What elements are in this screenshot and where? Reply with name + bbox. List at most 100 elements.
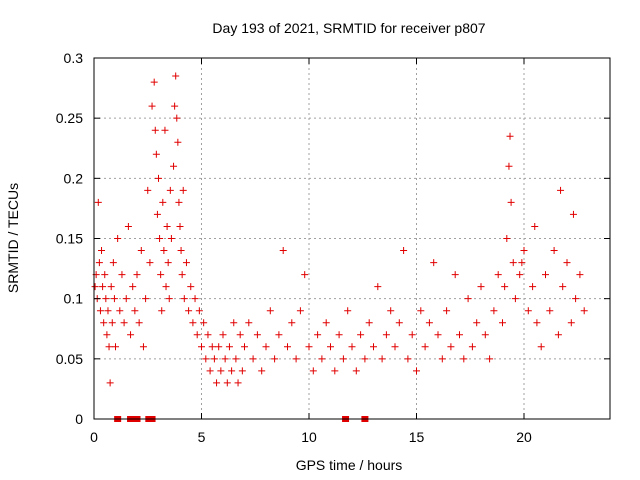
data-point bbox=[305, 343, 313, 351]
y-tick-label: 0 bbox=[75, 411, 83, 427]
data-point bbox=[91, 283, 99, 291]
data-point bbox=[468, 343, 476, 351]
data-point bbox=[165, 295, 173, 303]
data-point bbox=[171, 102, 179, 110]
data-point bbox=[509, 259, 517, 267]
data-point bbox=[335, 331, 343, 339]
x-tick-label: 20 bbox=[516, 429, 532, 445]
data-point bbox=[352, 367, 360, 375]
data-point bbox=[155, 174, 162, 182]
data-point bbox=[464, 295, 472, 303]
data-point bbox=[580, 307, 588, 315]
data-point bbox=[189, 319, 197, 327]
y-tick-label: 0.05 bbox=[56, 351, 83, 367]
data-point bbox=[177, 247, 185, 255]
data-points bbox=[91, 72, 588, 387]
data-point bbox=[473, 319, 481, 327]
data-point bbox=[451, 271, 459, 279]
data-point bbox=[137, 247, 145, 255]
data-point bbox=[182, 259, 190, 267]
data-point bbox=[460, 355, 468, 363]
data-point bbox=[318, 355, 326, 363]
data-point bbox=[173, 114, 181, 122]
data-point bbox=[116, 307, 124, 315]
data-point bbox=[391, 343, 399, 351]
x-tick-label: 5 bbox=[198, 429, 206, 445]
data-point bbox=[370, 343, 377, 351]
data-point bbox=[238, 367, 246, 375]
data-point bbox=[133, 271, 141, 279]
data-point bbox=[357, 331, 365, 339]
data-point bbox=[146, 259, 154, 267]
data-point bbox=[103, 331, 111, 339]
data-point bbox=[129, 283, 137, 291]
chart-title: Day 193 of 2021, SRMTID for receiver p80… bbox=[212, 20, 485, 36]
data-point bbox=[413, 367, 420, 375]
data-point bbox=[105, 343, 113, 351]
data-point bbox=[546, 307, 554, 315]
data-point bbox=[191, 295, 199, 303]
data-point bbox=[139, 343, 147, 351]
data-point bbox=[408, 331, 416, 339]
data-point bbox=[215, 343, 223, 351]
data-point bbox=[124, 222, 132, 230]
data-point bbox=[99, 283, 107, 291]
data-point bbox=[206, 367, 214, 375]
data-point bbox=[176, 222, 184, 230]
data-point bbox=[542, 271, 549, 279]
data-point bbox=[221, 355, 229, 363]
x-axis-title: GPS time / hours bbox=[296, 457, 403, 473]
data-point bbox=[230, 319, 238, 327]
data-point bbox=[217, 367, 225, 375]
data-point bbox=[163, 222, 171, 230]
data-point bbox=[172, 72, 180, 80]
data-point bbox=[511, 295, 519, 303]
x-tick-label: 10 bbox=[301, 429, 317, 445]
data-point bbox=[537, 343, 545, 351]
y-axis-title: SRMTID / TECUs bbox=[5, 183, 21, 293]
data-point bbox=[236, 331, 244, 339]
data-point bbox=[98, 247, 106, 255]
data-point bbox=[331, 367, 339, 375]
data-point bbox=[223, 379, 231, 387]
data-point bbox=[425, 319, 433, 327]
y-tick-label: 0.15 bbox=[56, 231, 83, 247]
data-point bbox=[160, 247, 168, 255]
data-point bbox=[456, 331, 463, 339]
data-point bbox=[213, 379, 221, 387]
data-point bbox=[95, 259, 103, 267]
data-point bbox=[557, 186, 565, 194]
data-point bbox=[175, 198, 183, 206]
data-point bbox=[434, 331, 442, 339]
axis-ticks bbox=[93, 57, 610, 420]
data-point bbox=[110, 295, 118, 303]
data-point bbox=[322, 319, 330, 327]
data-point bbox=[249, 355, 257, 363]
data-point bbox=[339, 355, 347, 363]
data-point bbox=[144, 186, 152, 194]
y-tick-label: 0.2 bbox=[64, 170, 84, 186]
data-point bbox=[107, 283, 115, 291]
data-point bbox=[158, 307, 166, 315]
data-point bbox=[499, 319, 506, 327]
data-point bbox=[447, 343, 455, 351]
data-point bbox=[567, 319, 575, 327]
data-point bbox=[559, 283, 567, 291]
data-point bbox=[153, 210, 161, 218]
data-point bbox=[96, 307, 104, 315]
data-point bbox=[208, 343, 216, 351]
data-point bbox=[516, 271, 524, 279]
data-point bbox=[417, 307, 425, 315]
data-point bbox=[569, 210, 577, 218]
data-point bbox=[563, 259, 571, 267]
data-point bbox=[292, 355, 300, 363]
data-point bbox=[150, 78, 158, 86]
data-point bbox=[187, 283, 195, 291]
data-point bbox=[421, 343, 429, 351]
data-point bbox=[438, 355, 446, 363]
data-point bbox=[404, 355, 412, 363]
data-point bbox=[118, 271, 126, 279]
data-point bbox=[505, 162, 513, 170]
data-point bbox=[266, 307, 274, 315]
